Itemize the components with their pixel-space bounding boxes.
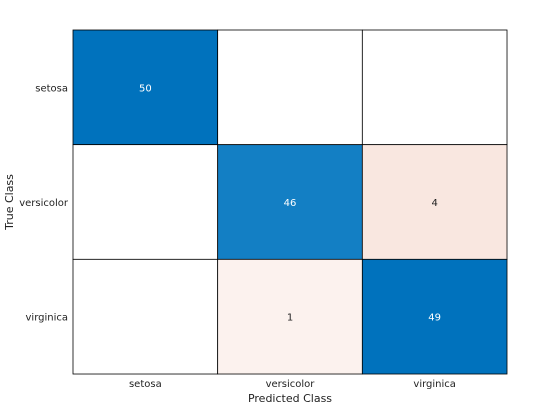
- y-tick-labels: setosa versicolor virginica: [19, 83, 69, 323]
- cell-value-setosa-setosa: 50: [139, 83, 152, 94]
- matrix-cell-virginica-virginica: [361, 258, 508, 375]
- matrix-cell-virginica-versicolor: [217, 258, 363, 375]
- y-tick-label-versicolor: versicolor: [19, 198, 69, 209]
- matrix-cell-versicolor-versicolor: [217, 144, 363, 260]
- cell-value-virginica-virginica: 49: [428, 313, 441, 324]
- matrix-cell-setosa-setosa: [72, 29, 219, 146]
- x-tick-label-versicolor: versicolor: [266, 379, 316, 390]
- y-tick-label-virginica: virginica: [26, 313, 69, 324]
- y-tick-label-setosa: setosa: [35, 83, 68, 94]
- matrix-cell-versicolor-virginica: [361, 144, 508, 260]
- cell-value-virginica-versicolor: 1: [287, 313, 293, 324]
- cell-value-versicolor-virginica: 4: [431, 198, 437, 209]
- matrix-cell-setosa-versicolor: [217, 29, 363, 146]
- x-axis-label: Predicted Class: [248, 392, 332, 405]
- x-tick-label-setosa: setosa: [129, 379, 162, 390]
- y-axis-label: True Class: [3, 174, 16, 231]
- matrix-cell-virginica-setosa: [72, 258, 219, 375]
- x-tick-labels: setosa versicolor virginica: [129, 379, 456, 390]
- matrix-cell-versicolor-setosa: [72, 144, 219, 260]
- matrix-cell-setosa-virginica: [361, 29, 508, 146]
- matrix-cells: 50 46 4 1 49: [72, 29, 508, 375]
- cell-value-versicolor-versicolor: 46: [284, 198, 297, 209]
- x-tick-label-virginica: virginica: [413, 379, 456, 390]
